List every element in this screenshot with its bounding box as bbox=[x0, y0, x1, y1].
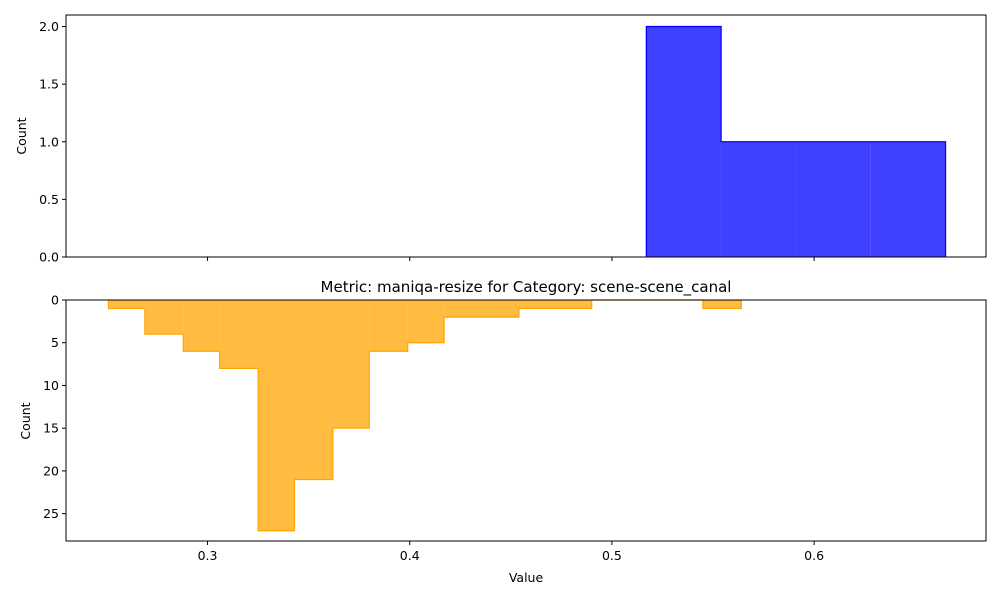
bottom-x-tick-label: 0.4 bbox=[400, 548, 420, 563]
bottom-histogram-bar bbox=[144, 300, 184, 335]
bottom-y-tick-label: 10 bbox=[43, 378, 59, 393]
top-y-tick-label: 1.0 bbox=[39, 134, 59, 149]
bottom-histogram-bar bbox=[183, 300, 220, 352]
top-bars bbox=[645, 25, 947, 258]
bottom-y-tick-label: 20 bbox=[43, 463, 59, 478]
top-y-axis: 0.0 0.5 1.0 1.5 2.0 bbox=[39, 19, 66, 265]
bottom-chart-title: Metric: maniqa-resize for Category: scen… bbox=[321, 278, 732, 297]
bottom-histogram-bar bbox=[518, 300, 556, 309]
bottom-x-axis-label: Value bbox=[509, 570, 544, 585]
bottom-y-axis: 0 5 10 15 20 25 bbox=[43, 293, 66, 521]
bottom-histogram-bar bbox=[369, 300, 408, 352]
bottom-y-tick-label: 5 bbox=[51, 335, 59, 350]
top-histogram-bar bbox=[646, 26, 722, 258]
bottom-axes-frame bbox=[65, 299, 987, 542]
bottom-y-axis-label: Count bbox=[18, 402, 33, 439]
bottom-x-tick-label: 0.3 bbox=[198, 548, 218, 563]
top-histogram: 0.0 0.5 1.0 1.5 2.0 Count bbox=[14, 14, 987, 265]
bottom-y-tick-label: 25 bbox=[43, 506, 59, 521]
bottom-histogram-bar bbox=[332, 300, 370, 429]
bottom-histogram-bar bbox=[702, 300, 742, 309]
top-histogram-bar bbox=[795, 141, 871, 257]
bottom-x-axis: 0.3 0.4 0.5 0.6 bbox=[198, 541, 824, 563]
top-y-tick-label: 2.0 bbox=[39, 19, 59, 34]
bottom-x-tick-label: 0.5 bbox=[602, 548, 622, 563]
bottom-histogram-bar bbox=[219, 300, 259, 369]
bottom-y-tick-label: 15 bbox=[43, 421, 59, 436]
bottom-histogram-bar bbox=[258, 300, 295, 531]
top-histogram-bar bbox=[870, 141, 946, 257]
top-y-axis-label: Count bbox=[14, 117, 29, 154]
top-histogram-outline bbox=[645, 25, 947, 257]
bottom-histogram-bar bbox=[444, 300, 483, 318]
top-y-tick-label: 1.5 bbox=[39, 77, 59, 92]
bottom-x-tick-label: 0.6 bbox=[804, 548, 824, 563]
top-y-tick-label: 0.5 bbox=[39, 192, 59, 207]
top-axes-frame bbox=[65, 14, 987, 258]
top-histogram-bar bbox=[721, 141, 796, 257]
bottom-histogram-bar bbox=[555, 300, 592, 309]
top-y-tick-label: 0.0 bbox=[39, 250, 59, 265]
bottom-y-tick-label: 0 bbox=[51, 293, 59, 308]
bottom-histogram-bar bbox=[294, 300, 333, 480]
top-x-axis bbox=[207, 257, 815, 261]
bottom-histogram-bar bbox=[482, 300, 519, 318]
bottom-bars bbox=[107, 299, 742, 532]
bottom-histogram-bar bbox=[407, 300, 445, 343]
bottom-histogram-bar bbox=[108, 300, 145, 309]
bottom-histogram: Metric: maniqa-resize for Category: scen… bbox=[18, 278, 987, 585]
